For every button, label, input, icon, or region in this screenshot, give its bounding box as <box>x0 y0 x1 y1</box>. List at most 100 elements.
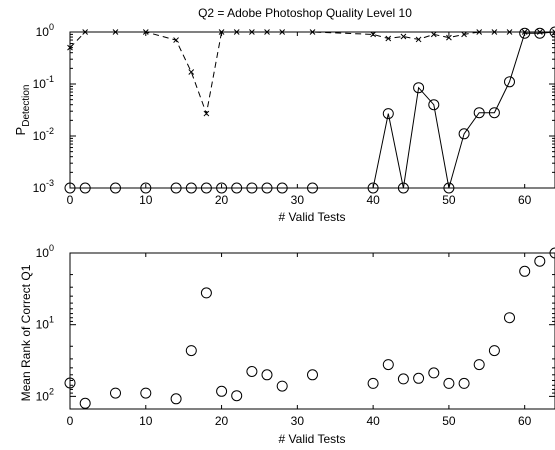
x-marker <box>461 31 467 38</box>
circle-marker <box>140 182 152 194</box>
circle-marker <box>261 369 273 381</box>
x-tick-label: 30 <box>291 414 305 428</box>
circle-marker <box>473 107 485 119</box>
circle-marker <box>428 99 440 111</box>
x-tick-label: 60 <box>518 193 532 207</box>
x-marker <box>67 44 73 51</box>
x-marker <box>249 29 255 35</box>
circle-marker <box>458 128 470 140</box>
x-tick-label: 50 <box>442 414 456 428</box>
circle-marker <box>170 393 182 405</box>
circle-marker <box>534 27 546 39</box>
circle-marker <box>200 287 212 299</box>
x-axis-label: # Valid Tests <box>279 432 346 446</box>
circle-marker <box>79 182 91 194</box>
circle-marker <box>458 377 470 389</box>
circle-marker <box>488 345 500 357</box>
circle-marker <box>307 182 318 194</box>
x-tick-label: 0 <box>67 193 74 207</box>
x-marker <box>385 35 392 42</box>
circle-marker <box>185 182 197 194</box>
x-marker <box>309 29 316 35</box>
circle-marker <box>79 397 91 409</box>
x-axis-ticks: 0 10 20 30 40 50 60 <box>67 32 532 207</box>
circle-marker <box>216 182 228 194</box>
x-tick-label: 40 <box>366 414 380 428</box>
x-axis-label: # Valid Tests <box>279 210 346 224</box>
circle-marker <box>367 182 379 194</box>
circle-marker <box>473 359 485 371</box>
x-marker <box>430 31 437 38</box>
circle-marker <box>519 27 531 39</box>
y-tick-label: 10-3 <box>33 178 54 195</box>
circle-marker <box>397 373 409 385</box>
x-tick-label: 40 <box>366 193 380 207</box>
x-marker <box>370 31 376 38</box>
circle-marker <box>246 182 258 194</box>
circle-marker <box>276 182 288 194</box>
y-axis-label-subscript: Detection <box>21 85 32 127</box>
circle-marker <box>110 182 121 194</box>
circle-marker <box>261 182 273 194</box>
plot-frame <box>69 252 555 410</box>
y-axis-ticks: 10-3 10-2 10-1 100 <box>33 22 555 195</box>
dashed-series-line <box>69 31 555 116</box>
circle-marker <box>519 265 531 277</box>
x-tick-label: 0 <box>67 414 74 428</box>
x-tick-label: 60 <box>518 414 532 428</box>
circle-marker <box>397 182 409 194</box>
y-axis-ticks: 100 101 102 <box>36 243 555 403</box>
x-marker <box>552 29 555 35</box>
x-marker <box>506 29 513 35</box>
y-axis-label: PDetection <box>13 85 32 136</box>
circle-marker <box>443 182 455 194</box>
x-tick-label: 10 <box>139 193 153 207</box>
circle-marker <box>428 367 440 379</box>
circle-marker <box>140 387 152 399</box>
circle-marker <box>549 26 555 38</box>
circle-marker <box>413 372 425 384</box>
y-tick-label: 102 <box>36 386 54 403</box>
circle-marker <box>382 108 394 120</box>
x-marker <box>112 29 119 35</box>
circle-marker <box>216 385 228 397</box>
circle-marker <box>200 182 212 194</box>
x-marker <box>218 29 225 35</box>
x-tick-label: 30 <box>291 193 305 207</box>
x-marker <box>188 69 195 75</box>
chart-title: Q2 = Adobe Photoshop Quality Level 10 <box>198 6 412 20</box>
data-series <box>64 26 555 194</box>
x-tick-label: 20 <box>215 193 229 207</box>
x-marker <box>142 29 149 35</box>
x-marker <box>415 36 422 43</box>
mean-rank-panel: 0 10 20 30 40 50 60 100 101 102 # Valid Tests Me… <box>19 243 555 446</box>
y-tick-label: 10-1 <box>33 74 54 91</box>
circle-marker <box>185 345 197 357</box>
y-axis-label: Mean Rank of Correct Q1 <box>19 264 33 401</box>
x-tick-label: 10 <box>139 414 153 428</box>
y-tick-label: 10-2 <box>33 126 54 143</box>
circle-marker <box>504 312 515 324</box>
circle-marker <box>170 182 182 194</box>
x-tick-label: 20 <box>215 414 229 428</box>
circle-marker <box>307 369 318 381</box>
circle-marker <box>367 377 379 389</box>
circle-marker <box>549 247 555 259</box>
plot-frame <box>69 31 555 189</box>
x-marker <box>491 29 498 35</box>
x-marker <box>233 29 240 35</box>
x-tick-label: 50 <box>442 193 456 207</box>
x-marker <box>279 29 286 35</box>
circle-marker <box>534 255 546 267</box>
solid-series-line <box>70 31 555 189</box>
x-marker <box>400 33 407 40</box>
circle-marker <box>413 82 425 94</box>
x-marker <box>203 110 210 117</box>
x-marker <box>173 37 179 43</box>
circle-marker <box>488 107 500 119</box>
circle-marker <box>231 390 243 402</box>
y-tick-label: 101 <box>36 315 54 332</box>
x-marker <box>476 29 483 35</box>
